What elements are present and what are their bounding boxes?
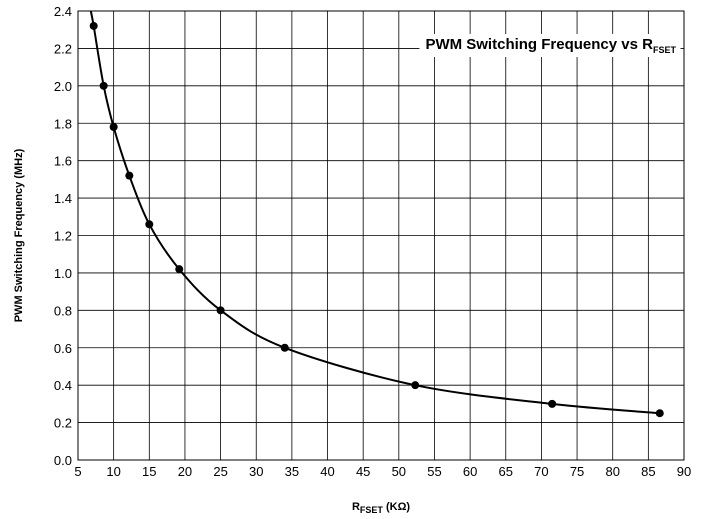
data-point [548,399,557,408]
data-point [216,306,225,315]
x-tick-label: 15 [142,464,156,479]
plot-frame [77,10,685,461]
x-tick-label: 10 [106,464,120,479]
x-tick-label: 85 [641,464,655,479]
data-point [99,81,108,90]
x-tick-label: 60 [463,464,477,479]
data-point [280,343,289,352]
x-tick-label: 80 [605,464,619,479]
y-tick-label: 0.6 [54,341,72,356]
y-tick-label: 1.4 [54,191,72,206]
x-tick-label: 25 [213,464,227,479]
x-tick-label: 45 [356,464,370,479]
y-tick-label: 0.4 [54,378,72,393]
y-tick-label: 0.0 [54,453,72,468]
data-point [655,409,664,418]
x-axis-label: RFSET (KΩ) [352,501,410,515]
y-tick-label: 1.0 [54,266,72,281]
data-points [89,21,664,418]
x-axis-label-main: R [352,501,360,513]
chart-title: PWM Switching Frequency vs RFSET [425,36,676,55]
x-tick-label: 35 [285,464,299,479]
x-tick-label: 50 [392,464,406,479]
y-tick-label: 2.0 [54,79,72,94]
data-point [109,122,118,131]
y-tick-label: 0.2 [54,416,72,431]
frequency-curve [89,10,660,415]
x-tick-label: 75 [570,464,584,479]
x-tick-label: 65 [499,464,513,479]
y-tick-label: 1.8 [54,116,72,131]
data-point [125,171,134,180]
y-tick-label: 1.2 [54,229,72,244]
data-point [89,21,98,30]
x-tick-label: 90 [677,464,691,479]
y-tick-label: 2.2 [54,41,72,56]
data-point [175,265,184,274]
data-point [145,220,154,229]
x-axis-ticks: 5 10 15 20 25 30 35 40 45 50 55 60 65 70 75 80 85 90 [74,464,691,479]
data-point [411,381,420,390]
x-tick-label: 5 [74,464,81,479]
x-tick-label: 55 [427,464,441,479]
x-tick-label: 40 [320,464,334,479]
title-background [419,34,681,57]
x-axis-label-suffix: (KΩ) [383,501,410,513]
chart-title-subscript: FSET [653,45,677,55]
grid [77,10,685,461]
y-tick-label: 2.4 [54,4,72,19]
y-tick-label: 1.6 [54,154,72,169]
y-axis-ticks: 0.0 0.2 0.4 0.6 0.8 1.0 1.2 1.4 1.6 1.8 2.0 2.2 2.4 [54,4,72,468]
y-axis-label: PWM Switching Frequency (MHz) [13,148,25,322]
x-tick-label: 30 [249,464,263,479]
x-axis-label-subscript: FSET [360,505,384,515]
y-tick-label: 0.8 [54,303,72,318]
chart-title-main: PWM Switching Frequency vs R [425,36,653,53]
x-tick-label: 70 [534,464,548,479]
x-tick-label: 20 [178,464,192,479]
